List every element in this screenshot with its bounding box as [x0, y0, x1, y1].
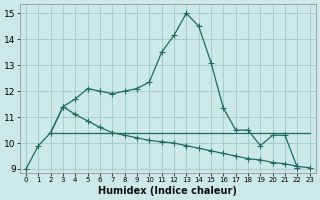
X-axis label: Humidex (Indice chaleur): Humidex (Indice chaleur) — [98, 186, 237, 196]
